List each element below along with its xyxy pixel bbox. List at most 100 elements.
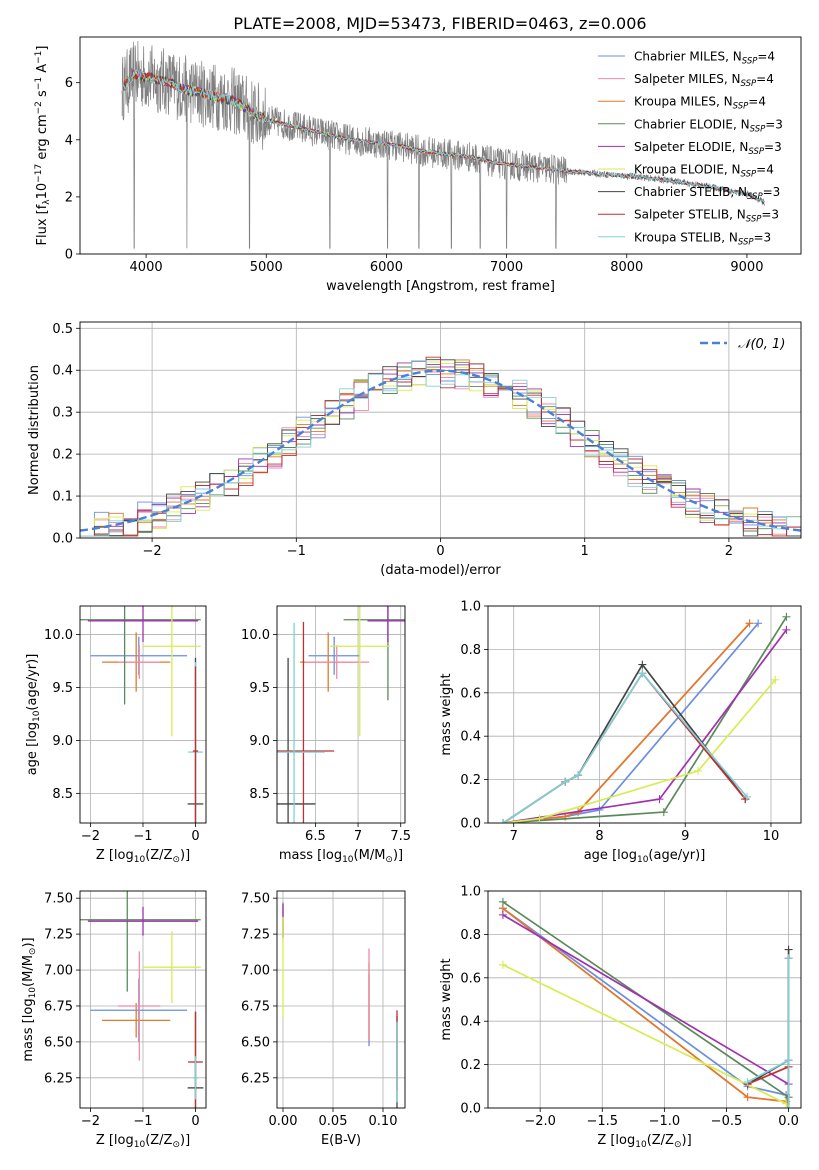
- x-tick-label: 5000: [250, 260, 283, 275]
- legend-label: Kroupa MILES, NSSP=4: [634, 95, 766, 112]
- x-tick-label: 8: [595, 829, 603, 844]
- residual-legend: 𝒩(0, 1): [700, 337, 785, 352]
- residuals-frame: [79, 321, 802, 539]
- residuals-xlabel: (data-model)/error: [380, 563, 501, 578]
- y-tick-label: 0.4: [460, 1015, 481, 1030]
- mass_vs_EBV-axes: 0.00 0.05 0.10 6.25 6.50 6.75 7.00 7.25 7.50 E(B-…: [241, 890, 406, 1148]
- age_vs_Z-frame: [79, 605, 207, 824]
- weight_vs_age-xlabel: age [log10(age/yr)]: [584, 848, 706, 865]
- weight-point: [745, 619, 754, 628]
- y-tick-label: 6.75: [44, 999, 73, 1014]
- y-tick-label: 0.2: [460, 773, 481, 788]
- x-tick-label: −2.0: [524, 1114, 556, 1129]
- weight_vs_age-axes: 7 8 9 10 0.0 0.2 0.4 0.6 0.8 1.0 age [log10(age/yr…: [439, 600, 802, 865]
- x-tick-label: 7.5: [390, 829, 411, 844]
- weight-point: [498, 910, 507, 919]
- y-tick-label: 6: [65, 76, 73, 91]
- x-tick-label: 1: [581, 544, 589, 559]
- y-tick-label: 4: [65, 133, 73, 148]
- weight-point: [595, 805, 604, 814]
- weight-point: [561, 777, 570, 786]
- y-tick-label: 0.4: [460, 730, 481, 745]
- spectrum-frame: [79, 36, 802, 255]
- weight-point: [574, 771, 583, 780]
- y-tick-label: 6.50: [241, 1035, 270, 1050]
- y-tick-label: 0.0: [460, 817, 481, 832]
- y-tick-label: 8.5: [249, 787, 270, 802]
- legend-label: Salpeter ELODIE, NSSP=3: [634, 140, 782, 157]
- y-tick-label: 0.1: [52, 490, 73, 505]
- age_vs_mass-axes: 6.5 7 7.5 8.5 9.0 9.5 10.0 mass [log10(M/M⊙)]: [241, 605, 411, 865]
- x-tick-label: −2: [81, 829, 100, 844]
- y-tick-label: 1.0: [460, 885, 481, 900]
- weight-line: [502, 901, 790, 1108]
- weight-point: [754, 619, 763, 628]
- x-tick-label: 9000: [730, 260, 763, 275]
- model-spectrum: [121, 69, 483, 161]
- x-tick-label: 0.0: [778, 1114, 799, 1129]
- age_vs_mass-frame: [276, 605, 406, 824]
- mass_vs_Z-frame: [79, 890, 207, 1109]
- figure-title: PLATE=2008, MJD=53473, FIBERID=0463, z=0…: [233, 14, 646, 33]
- weight-point: [655, 795, 664, 804]
- spectrum-plot-area: [121, 40, 766, 249]
- x-tick-label: 7: [510, 829, 518, 844]
- weight-point: [498, 960, 507, 969]
- mass_vs_Z-ylabel: mass [log10(M/M⊙)]: [21, 937, 38, 1061]
- y-tick-label: 6.25: [44, 1071, 73, 1086]
- weight-point: [535, 814, 544, 823]
- weight-point: [782, 612, 791, 621]
- x-tick-label: −1.0: [649, 1114, 681, 1129]
- y-tick-label: 9.0: [52, 734, 73, 749]
- x-tick-label: −1: [287, 544, 306, 559]
- weight_vs_Z-xlabel: Z [log10(Z/Z⊙)]: [597, 1133, 691, 1150]
- residuals-ylabel: Normed distribution: [27, 365, 42, 495]
- y-tick-label: 0.0: [460, 1102, 481, 1117]
- weight-line: [502, 907, 790, 1108]
- mass_vs_Z-plot-area: [80, 891, 204, 1108]
- y-tick-label: 0.2: [460, 1058, 481, 1073]
- y-tick-label: 2: [65, 190, 73, 205]
- legend-label: Salpeter MILES, NSSP=4: [634, 72, 774, 89]
- weight-point: [694, 766, 703, 775]
- y-tick-label: 10.0: [241, 628, 270, 643]
- x-tick-label: −1.5: [586, 1114, 618, 1129]
- weight-point: [784, 945, 793, 954]
- weight-point: [743, 1093, 752, 1102]
- mass_vs_Z-axes: −2 −1 0 6.25 6.50 6.75 7.00 7.25 7.50 Z [log10(Z/…: [21, 890, 207, 1150]
- age_vs_Z-axes: −2 −1 0 8.5 9.0 9.5 10.0 Z [log10(Z/Z⊙)] age [lo…: [25, 605, 207, 865]
- x-tick-label: 0.10: [369, 1114, 398, 1129]
- x-tick-label: 0: [191, 1114, 199, 1129]
- weight-point: [498, 897, 507, 906]
- weight-line: [503, 679, 776, 823]
- y-tick-label: 6.25: [241, 1071, 270, 1086]
- weight-point: [784, 1104, 793, 1108]
- weight-line: [502, 907, 790, 1108]
- residuals-plot-area: [80, 356, 801, 537]
- weight-line: [747, 949, 790, 1108]
- weight_vs_Z-plot-area: [498, 897, 793, 1108]
- weight_vs_age-ylabel: mass weight: [439, 673, 454, 755]
- y-tick-label: 0.6: [460, 686, 481, 701]
- weight-point: [743, 1077, 752, 1086]
- x-tick-label: 7: [354, 829, 362, 844]
- x-tick-label: −1: [133, 1114, 152, 1129]
- legend-label: Kroupa STELIB, NSSP=3: [634, 230, 771, 247]
- y-tick-label: 7.50: [241, 892, 270, 907]
- residual-histogram: [80, 356, 801, 537]
- weight-point: [742, 792, 751, 801]
- y-tick-label: 7.00: [44, 964, 73, 979]
- x-tick-label: 0: [436, 544, 444, 559]
- y-tick-label: 9.5: [249, 681, 270, 696]
- age_vs_Z-ylabel: age [log10(age/yr)]: [25, 654, 42, 776]
- y-tick-label: 7.00: [241, 964, 270, 979]
- y-tick-label: 0.2: [52, 448, 73, 463]
- spectrum-xlabel: wavelength [Angstrom, rest frame]: [326, 279, 555, 294]
- spectrum-axes: 4000 5000 6000 7000 8000 9000 0 2 4 6 wavelength […: [34, 36, 802, 294]
- spectrum-ylabel: Flux [fλ10−17 erg cm−2 s−1 A−1]: [34, 46, 52, 246]
- mass_vs_EBV-frame: [276, 890, 406, 1109]
- y-tick-label: 6.50: [44, 1035, 73, 1050]
- age_vs_Z-plot-area: [80, 606, 204, 823]
- y-tick-label: 0.6: [460, 971, 481, 986]
